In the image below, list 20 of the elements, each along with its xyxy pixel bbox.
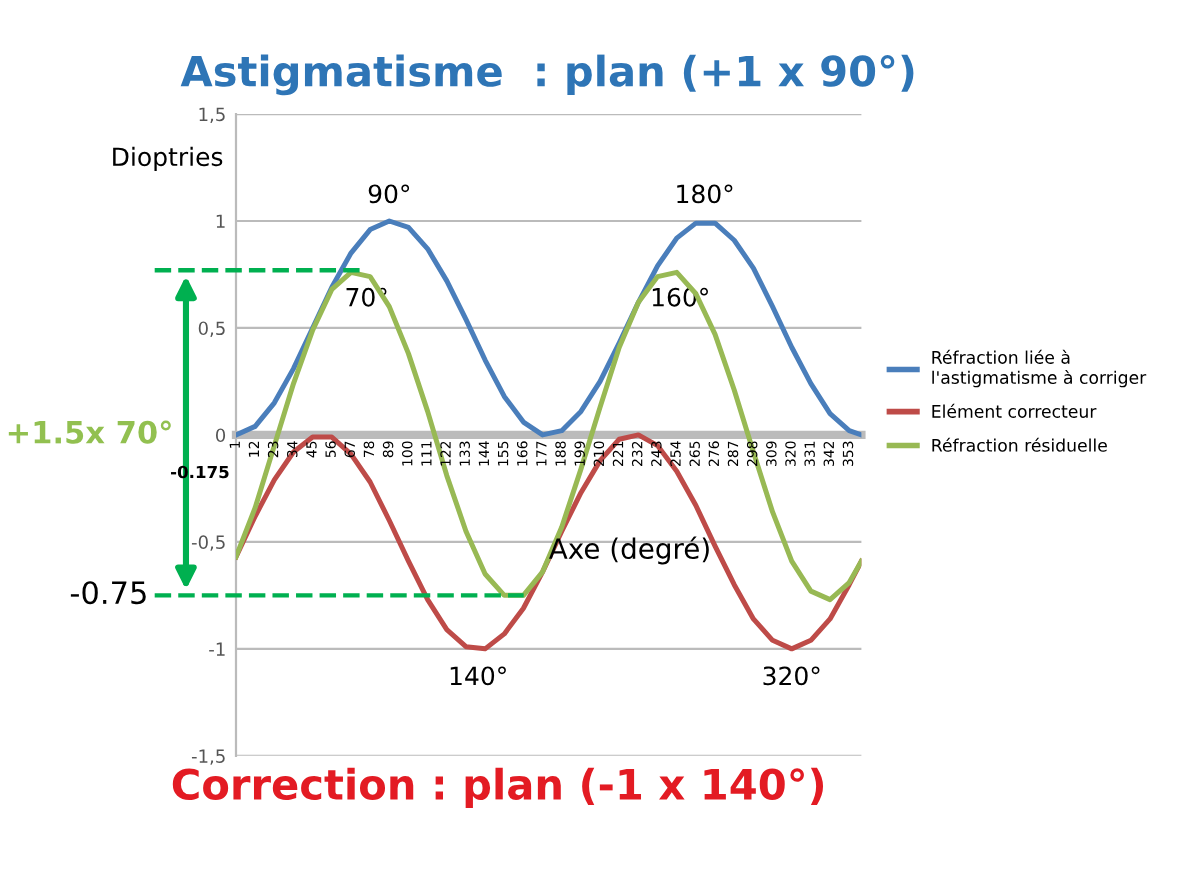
y-tick-label: -1,5 (191, 749, 225, 765)
legend-label: Réfraction liée à l'astigmatisme à corriger (932, 349, 1147, 388)
legend-label: Elément correcteur (932, 403, 1097, 418)
annotation: 90° (368, 184, 410, 204)
y-tick-label: -1 (209, 642, 225, 656)
y-tick-label: 1,5 (199, 107, 225, 123)
y-tick-label: 1 (216, 214, 225, 228)
text: Correction : plan (-1 x 140°) (172, 767, 824, 809)
ref-line-label: -0.75 (70, 581, 146, 605)
text: +1.5x 70° (8, 420, 171, 444)
y-tick-label: 0 (215, 428, 226, 443)
line-series (236, 269, 862, 603)
annotation: 320° (763, 666, 820, 686)
chart-title: Astigmatisme : plan (+1 x 90°) (180, 54, 914, 96)
y-tick-label: 0,5 (198, 321, 225, 337)
legend-label: Réfraction résiduelle (932, 437, 1107, 452)
y-axis-title: Dioptries (113, 146, 223, 172)
annotation: 140° (450, 666, 506, 686)
annotation: 180° (677, 184, 733, 204)
y-tick-label: -0,5 (191, 535, 225, 551)
